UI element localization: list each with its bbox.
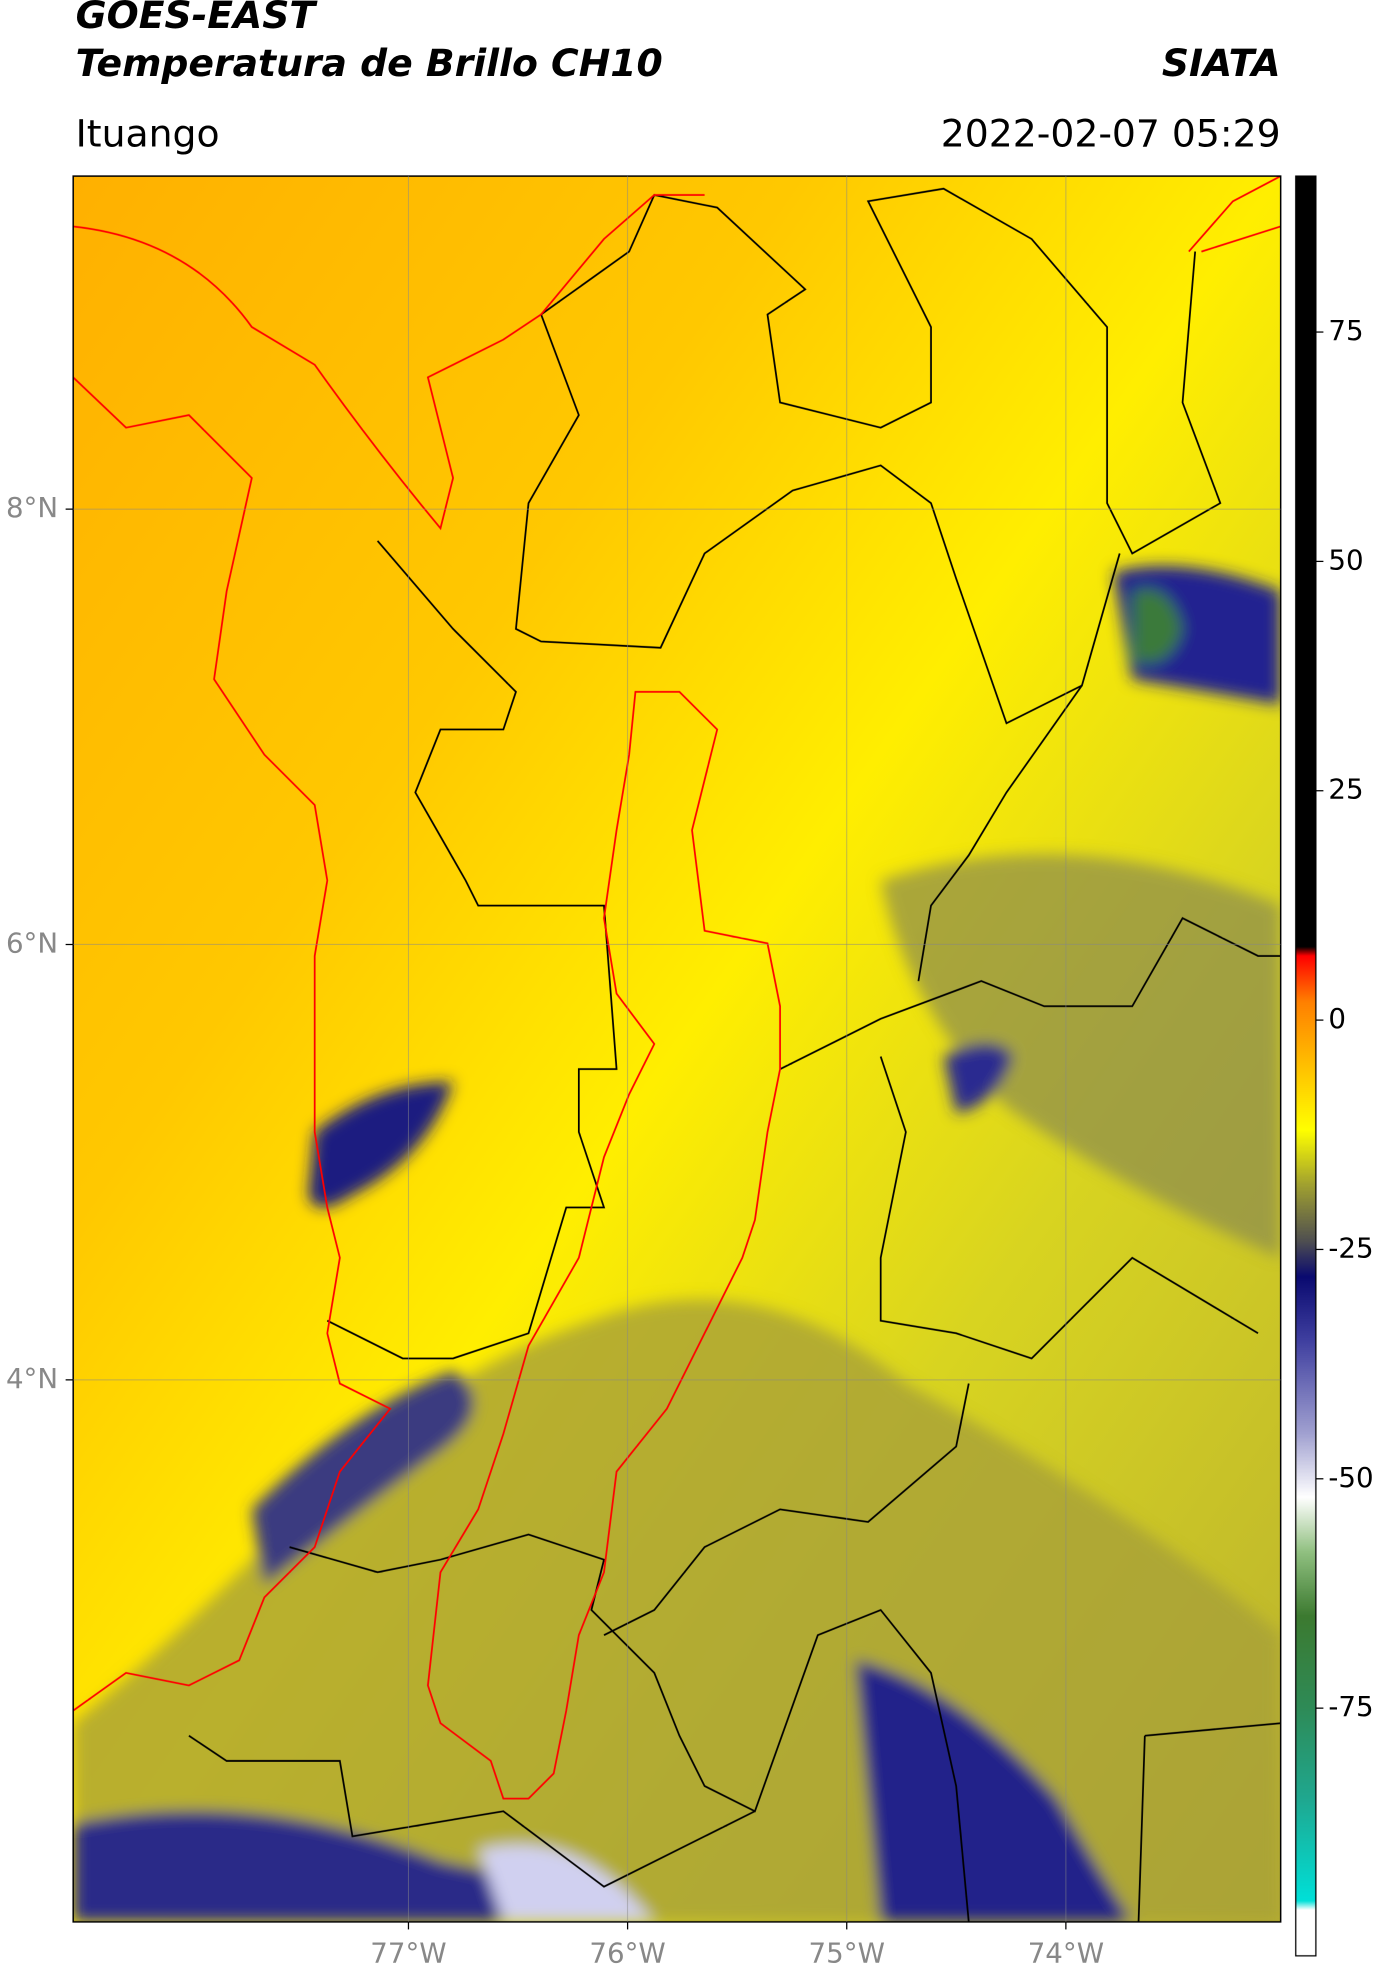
subtitle: Temperatura de Brillo CH10 xyxy=(76,41,663,85)
y-tick-label: 8°N xyxy=(6,491,58,524)
coastline-and-basin xyxy=(73,176,1281,1800)
colorbar-tick-label: 25 xyxy=(1328,773,1363,806)
location: Ituango xyxy=(76,111,220,155)
x-tick-label: 77°W xyxy=(370,1937,446,1970)
colorbar-tick-label: -25 xyxy=(1328,1231,1373,1264)
colorbar xyxy=(1295,175,1317,1957)
map-frame xyxy=(72,175,1282,1923)
colorbar-tick-label: 50 xyxy=(1328,543,1363,576)
x-tick-label: 75°W xyxy=(809,1937,885,1970)
colorbar-tick-label: 0 xyxy=(1328,1002,1346,1035)
title: GOES-EAST xyxy=(76,0,319,37)
y-tick-label: 6°N xyxy=(6,927,58,960)
y-tick-label: 4°N xyxy=(6,1362,58,1395)
borders xyxy=(188,187,1281,1922)
colorbar-tick-label: -75 xyxy=(1328,1690,1373,1723)
colorbar-tick-label: 75 xyxy=(1328,314,1363,347)
x-tick-label: 76°W xyxy=(589,1937,665,1970)
x-tick-label: 74°W xyxy=(1028,1937,1104,1970)
map-area xyxy=(73,176,1281,1922)
datetime: 2022-02-07 05:29 xyxy=(941,111,1281,155)
cloud-field xyxy=(73,566,1281,1922)
source: SIATA xyxy=(1162,41,1281,85)
colorbar-tick-label: -50 xyxy=(1328,1461,1373,1494)
